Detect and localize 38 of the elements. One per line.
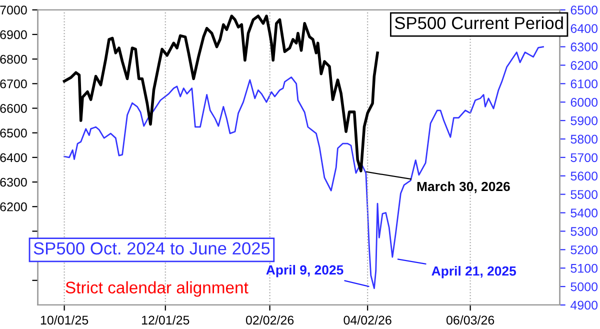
x-tick-label: 10/01/25 (40, 315, 88, 325)
y-tick-label: 6300 (0, 178, 27, 187)
y2-tick-label: 5600 (570, 172, 598, 181)
y2-tick-label: 6200 (570, 61, 598, 70)
y2-tick-label: 5800 (570, 134, 598, 144)
y2-tick-label: 5700 (570, 153, 598, 162)
y2-tick-label: 6300 (570, 42, 598, 52)
y-tick-label: 6900 (0, 30, 27, 40)
y-tick-label: 6800 (0, 54, 27, 64)
y-tick-label: 7000 (0, 6, 27, 15)
y2-tick-label: 5000 (570, 282, 598, 292)
y2-tick-label: 5300 (570, 227, 598, 236)
text: SP500 Oct. 2024 to June 2025 (34, 242, 270, 255)
annotation: April 9, 2025 (266, 264, 344, 278)
series-label: SP500 Current Period (394, 16, 563, 30)
y2-tick-label: 6100 (570, 79, 598, 88)
annotation: April 21, 2025 (432, 266, 516, 278)
y2-tick-label: 5400 (570, 208, 598, 218)
annotation: Strict calendar alignment (66, 281, 248, 297)
y2-tick-label: 6000 (570, 98, 598, 107)
y2-tick-label: 4900 (570, 300, 598, 310)
y-tick-label: 6200 (0, 202, 27, 212)
y-tick-label: 6600 (0, 104, 27, 113)
y2-tick-label: 5200 (570, 245, 598, 254)
y2-tick-label: 6500 (570, 6, 598, 15)
y-tick-label: 6400 (0, 153, 27, 162)
y2-tick-label: 6400 (570, 24, 598, 33)
x-tick-label: 02/02/26 (246, 315, 294, 325)
y2-tick-label: 5500 (570, 190, 598, 199)
x-tick-label: 04/02/26 (344, 315, 392, 325)
y2-tick-label: 5900 (570, 116, 598, 126)
line-series (62, 14, 379, 172)
x-tick-label: 06/03/26 (446, 315, 494, 325)
y-tick-label: 6500 (0, 128, 27, 138)
annotation: March 30, 2026 (417, 181, 510, 194)
x-tick-label: 12/01/25 (142, 315, 190, 325)
y2-tick-label: 5100 (570, 264, 598, 273)
y-tick-label: 6700 (0, 79, 27, 88)
